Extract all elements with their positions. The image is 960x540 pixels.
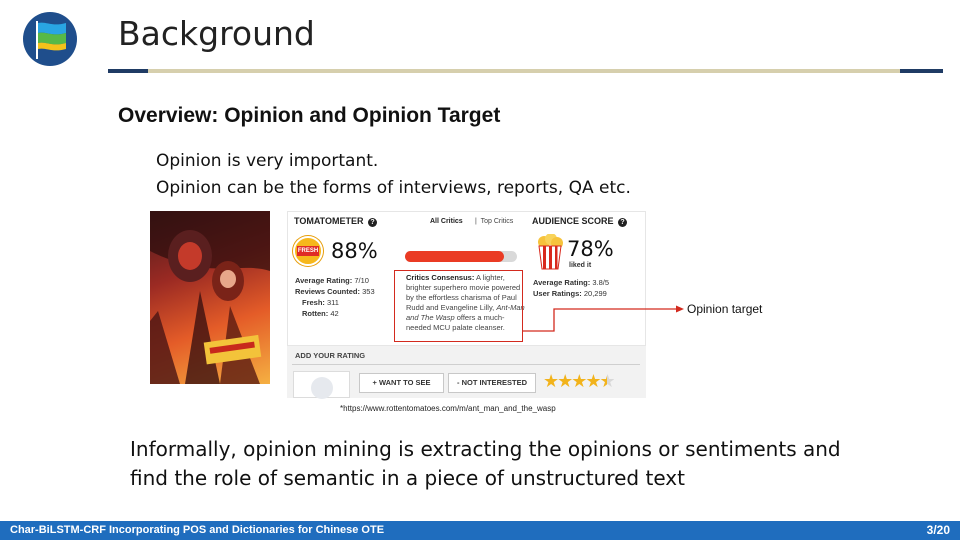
title-rule-left <box>108 69 148 73</box>
audience-stats: Average Rating: 3.8/5 User Ratings: 20,2… <box>533 277 609 299</box>
reviews-counted-label: Reviews Counted: <box>295 287 361 296</box>
tomatometer-label: TOMATOMETER <box>294 216 364 226</box>
tomatometer-bar-fill <box>405 251 504 262</box>
fresh-count: 311 <box>327 298 339 307</box>
avg-rating-value: 7/10 <box>354 276 369 285</box>
consensus-label: Critics Consensus: <box>406 273 475 282</box>
star-rating-input[interactable]: ★★★★★ <box>543 371 616 391</box>
consensus-text-1: A lighter, brighter superhero movie powe… <box>406 273 521 312</box>
intro-line-2: Opinion can be the forms of interviews, … <box>156 178 631 198</box>
fresh-label: Fresh: <box>302 298 325 307</box>
tab-top-critics-label: Top Critics <box>480 218 514 225</box>
ratings-screenshot: TOMATOMETER ? All Critics | Top Critics … <box>287 211 646 399</box>
help-icon[interactable]: ? <box>618 218 628 227</box>
tab-all-critics[interactable]: All Critics <box>430 218 463 225</box>
add-rating-heading: ADD YOUR RATING <box>295 351 366 360</box>
body-line-1: Informally, opinion mining is extracting… <box>130 437 841 461</box>
liked-it-label: liked it <box>569 262 592 269</box>
footer-title: Char-BiLSTM-CRF Incorporating POS and Di… <box>10 524 385 536</box>
consensus-text-2: offers a much-needed MCU palate cleanser… <box>406 313 505 332</box>
slide-title: Background <box>118 14 315 53</box>
tomatometer-bar <box>405 251 517 262</box>
popcorn-icon <box>538 234 563 270</box>
audience-score-label: AUDIENCE SCORE <box>532 216 614 226</box>
aud-avg-label: Average Rating: <box>533 278 591 287</box>
opinion-target-highlight <box>394 270 523 342</box>
user-ratings-label: User Ratings: <box>533 289 582 298</box>
source-footnote: *https://www.rottentomatoes.com/m/ant_ma… <box>340 404 556 413</box>
tomatometer-stats: Average Rating: 7/10 Reviews Counted: 35… <box>295 275 375 319</box>
rotten-count: 42 <box>330 309 339 318</box>
title-rule-center <box>148 69 900 73</box>
intro-line-1: Opinion is very important. <box>156 151 379 171</box>
title-rule-right <box>900 69 943 73</box>
fresh-badge-label: FRESH <box>297 246 319 256</box>
tab-top-critics[interactable]: | Top Critics <box>475 218 514 225</box>
certified-fresh-icon: FRESH <box>293 236 323 266</box>
opinion-target-label: Opinion target <box>687 302 763 316</box>
consensus-movie-title: Ant-Man and The Wasp <box>406 303 525 322</box>
audience-score-heading: AUDIENCE SCORE ? <box>532 216 628 227</box>
footer-bar: Char-BiLSTM-CRF Incorporating POS and Di… <box>0 521 960 540</box>
movie-poster-image <box>150 211 270 384</box>
want-to-see-button[interactable]: + WANT TO SEE <box>359 373 444 393</box>
tomatometer-score: 88% <box>331 239 378 263</box>
aud-avg-value: 3.8/5 <box>592 278 610 287</box>
page-number: 3/20 <box>926 523 950 537</box>
body-line-2: find the role of semantic in a piece of … <box>130 466 685 490</box>
divider <box>292 364 640 365</box>
section-heading: Overview: Opinion and Opinion Target <box>118 104 501 127</box>
avg-rating-label: Average Rating: <box>295 276 353 285</box>
reviews-counted-value: 353 <box>362 287 375 296</box>
user-ratings-value: 20,299 <box>583 289 607 298</box>
help-icon[interactable]: ? <box>368 218 378 227</box>
audience-score: 78% <box>567 237 614 261</box>
rotten-label: Rotten: <box>302 309 329 318</box>
logo-icon <box>23 12 77 66</box>
critics-consensus: Critics Consensus: A lighter, brighter s… <box>406 273 526 333</box>
tomatometer-heading: TOMATOMETER ? <box>294 216 378 227</box>
not-interested-button[interactable]: - NOT INTERESTED <box>448 373 536 393</box>
avatar-placeholder-icon <box>311 377 333 399</box>
avatar <box>293 371 350 399</box>
